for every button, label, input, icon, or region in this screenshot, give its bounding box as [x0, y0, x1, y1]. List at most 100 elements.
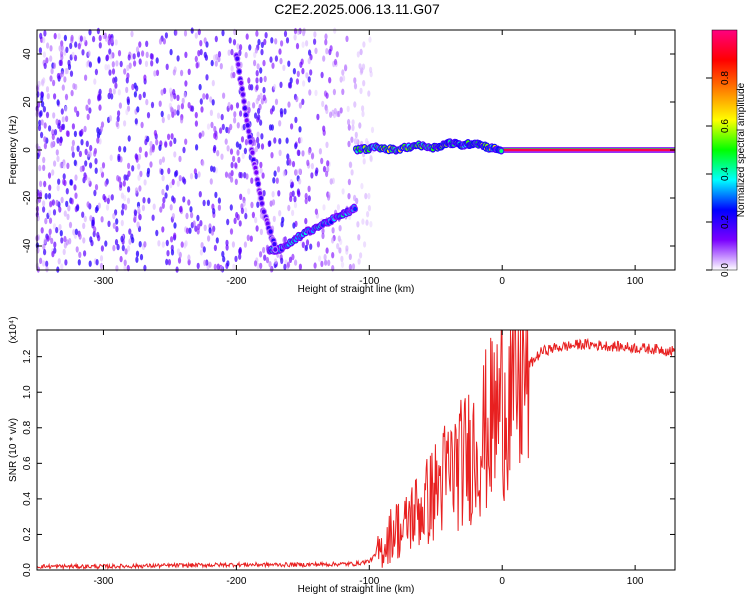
noise-mark: [230, 161, 234, 169]
noise-mark: [45, 111, 50, 119]
noise-mark: [60, 237, 64, 244]
noise-mark: [216, 112, 221, 119]
noise-mark: [176, 94, 180, 102]
noise-mark: [249, 235, 253, 242]
noise-mark: [108, 115, 112, 122]
noise-mark: [135, 256, 139, 263]
noise-mark: [79, 165, 83, 173]
noise-mark: [280, 111, 284, 118]
noise-mark: [80, 128, 84, 136]
noise-mark: [39, 257, 43, 264]
noise-mark: [83, 215, 87, 223]
noise-mark: [178, 175, 182, 182]
noise-mark: [184, 240, 188, 247]
noise-mark: [272, 215, 276, 223]
noise-mark: [104, 240, 108, 247]
noise-mark: [254, 145, 258, 153]
noise-mark: [44, 193, 48, 200]
noise-mark: [176, 109, 180, 116]
noise-mark: [180, 103, 184, 110]
noise-mark: [254, 47, 258, 54]
noise-mark: [157, 240, 161, 247]
noise-mark: [88, 61, 92, 68]
noise-mark: [50, 67, 54, 75]
noise-mark: [326, 160, 330, 167]
noise-mark: [135, 46, 140, 53]
noise-mark: [260, 143, 265, 150]
noise-mark: [243, 241, 247, 248]
noise-mark: [137, 153, 142, 161]
noise-mark: [359, 87, 363, 95]
noise-mark: [158, 100, 162, 107]
noise-mark: [68, 221, 73, 229]
noise-mark: [257, 107, 261, 115]
noise-mark: [204, 54, 208, 61]
noise-mark: [221, 250, 225, 258]
noise-mark: [39, 110, 43, 117]
track-mark: [268, 229, 273, 234]
noise-mark: [250, 177, 254, 184]
noise-mark: [84, 148, 88, 156]
noise-mark: [216, 150, 220, 157]
noise-mark: [87, 50, 91, 57]
noise-mark: [230, 65, 234, 72]
track-mark: [240, 86, 245, 92]
noise-mark: [254, 112, 258, 119]
noise-mark: [199, 249, 203, 256]
noise-mark: [173, 222, 177, 229]
noise-mark: [260, 48, 264, 56]
track-mark: [260, 201, 264, 206]
noise-mark: [273, 170, 277, 177]
noise-mark: [153, 129, 157, 137]
noise-mark: [291, 160, 296, 168]
noise-mark: [349, 161, 353, 169]
noise-mark: [232, 39, 237, 46]
noise-mark: [286, 261, 291, 268]
noise-mark: [325, 92, 329, 99]
noise-mark: [313, 31, 317, 38]
noise-mark: [84, 160, 88, 167]
noise-mark: [46, 42, 50, 49]
noise-mark: [299, 136, 303, 144]
noise-mark: [161, 241, 165, 248]
noise-mark: [162, 196, 166, 204]
noise-mark: [208, 227, 212, 234]
snr-panel: -300 -200 -100 0 100 0.0 0.2 0.4 0.6 0.8 1.0 1.2 H…: [8, 316, 676, 595]
noise-mark: [45, 86, 50, 93]
noise-mark: [351, 263, 356, 270]
noise-mark: [52, 112, 56, 119]
noise-mark: [65, 115, 69, 123]
noise-mark: [256, 136, 260, 144]
noise-mark: [117, 155, 121, 163]
noise-mark: [60, 50, 64, 58]
noise-mark: [51, 133, 55, 141]
noise-mark: [251, 211, 255, 219]
noise-mark: [167, 167, 171, 175]
track-mark: [250, 150, 255, 155]
noise-mark: [259, 161, 263, 169]
noise-mark: [138, 58, 142, 65]
noise-mark: [58, 206, 62, 213]
noise-mark: [286, 153, 290, 160]
noise-mark: [220, 153, 224, 160]
noise-mark: [217, 55, 221, 63]
noise-mark: [228, 37, 232, 44]
noise-mark: [210, 121, 214, 129]
noise-mark: [256, 262, 260, 270]
noise-mark: [172, 197, 176, 204]
noise-mark: [131, 83, 135, 91]
snr-x-tick-label: 100: [627, 576, 644, 587]
noise-mark: [48, 228, 52, 235]
noise-mark: [196, 262, 200, 270]
noise-mark: [107, 39, 111, 46]
noise-mark: [130, 233, 134, 240]
noise-mark: [42, 37, 46, 44]
noise-mark: [179, 205, 183, 212]
noise-mark: [123, 120, 127, 127]
figure-title: C2E2.2025.006.13.11.G07: [274, 1, 440, 17]
noise-mark: [209, 109, 213, 117]
noise-mark: [86, 113, 90, 121]
noise-mark: [45, 266, 49, 273]
noise-mark: [208, 261, 212, 268]
noise-mark: [305, 72, 309, 79]
